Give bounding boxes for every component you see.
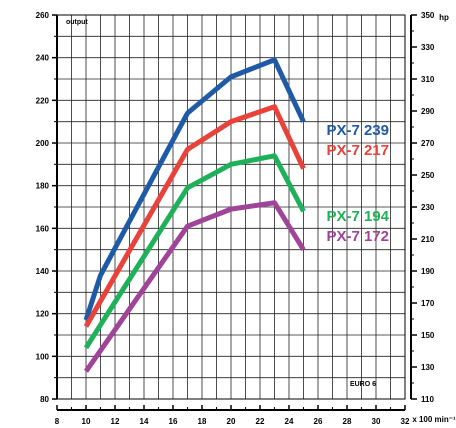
x-tick-label: 20 [227,417,236,426]
x-tick-label: 18 [198,417,207,426]
x-tick-label: 22 [256,417,265,426]
y-tick-label-left: 160 [36,224,50,233]
series-label-4: PX-7 172 [326,228,389,245]
y-tick-label-left: 120 [36,310,50,319]
axes: 80 100 120 140 160 180 200 220 240 260 110 130 150 17… [36,11,435,426]
x-tick-label: 16 [169,417,178,426]
y-tick-label-left: 180 [36,182,50,191]
y-tick-label-left: 220 [36,96,50,105]
y-tick-label-right: 330 [421,43,435,52]
y-tick-label-right: 110 [421,395,434,404]
y-tick-label-right: 130 [421,363,435,372]
x-tick-label: 10 [82,417,91,426]
right-axis-unit: hp [439,13,449,22]
series-line-4 [83,200,306,373]
x-tick-label: 12 [111,417,120,426]
x-tick-label: 8 [55,417,60,426]
series-line-1 [83,57,306,321]
y-tick-label-right: 230 [421,203,435,212]
corner-label: output [66,19,88,26]
labels-layer: PX-7 239 PX-7 217 PX-7 194 PX-7 172 [326,122,389,245]
y-tick-label-left: 200 [36,139,50,148]
series-line-3 [83,153,306,350]
x-tick-label: 24 [285,417,294,426]
x-axis-label: x 100 min⁻¹ [412,415,456,424]
x-tick-label: 30 [372,417,381,426]
y-tick-label-right: 250 [421,171,435,180]
y-tick-label-right: 270 [421,139,435,148]
y-tick-label-right: 170 [421,299,435,308]
y-tick-label-right: 150 [421,331,435,340]
series-label-2: PX-7 217 [326,142,389,159]
y-tick-label-right: 190 [421,267,435,276]
y-tick-label-right: 210 [421,235,435,244]
series-layer [83,57,306,373]
series-label-1: PX-7 239 [326,122,389,139]
y-tick-label-left: 80 [40,395,49,404]
standard-label: EURO 6 [350,381,376,388]
y-tick-label-left: 100 [36,352,50,361]
y-tick-label-left: 240 [36,54,50,63]
series-label-3: PX-7 194 [326,208,389,225]
y-tick-label-right: 290 [421,107,435,116]
x-tick-label: 14 [140,417,149,426]
x-tick-label: 26 [314,417,323,426]
x-tick-label: 28 [343,417,352,426]
y-tick-label-left: 260 [36,11,50,20]
y-tick-label-right: 350 [421,11,435,20]
y-tick-label-right: 310 [421,75,435,84]
y-tick-label-left: 140 [36,267,50,276]
series-line-2 [83,104,306,328]
x-tick-label: 32 [401,417,410,426]
